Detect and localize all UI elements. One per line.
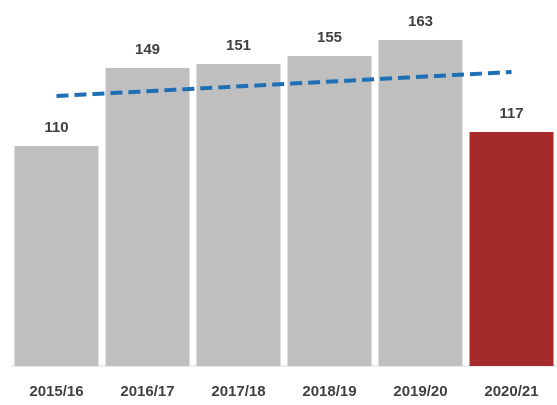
value-label: 151 [226, 37, 251, 54]
x-tick-label: 2019/20 [393, 383, 447, 400]
x-tick-label: 2017/18 [211, 383, 265, 400]
value-label: 163 [408, 13, 433, 30]
bar [469, 132, 554, 366]
value-label: 149 [135, 41, 160, 58]
trend-line [56, 70, 512, 98]
x-tick-label: 2020/21 [484, 383, 538, 400]
bar [287, 56, 372, 366]
bar [378, 40, 463, 366]
x-tick-label: 2016/17 [120, 383, 174, 400]
bar [14, 146, 99, 366]
x-tick-label: 2015/16 [29, 383, 83, 400]
value-label: 110 [44, 119, 68, 136]
x-tick-label: 2018/19 [302, 383, 356, 400]
value-label: 117 [499, 105, 523, 122]
bar [196, 64, 281, 366]
bar [105, 68, 190, 366]
value-label: 155 [317, 29, 342, 46]
